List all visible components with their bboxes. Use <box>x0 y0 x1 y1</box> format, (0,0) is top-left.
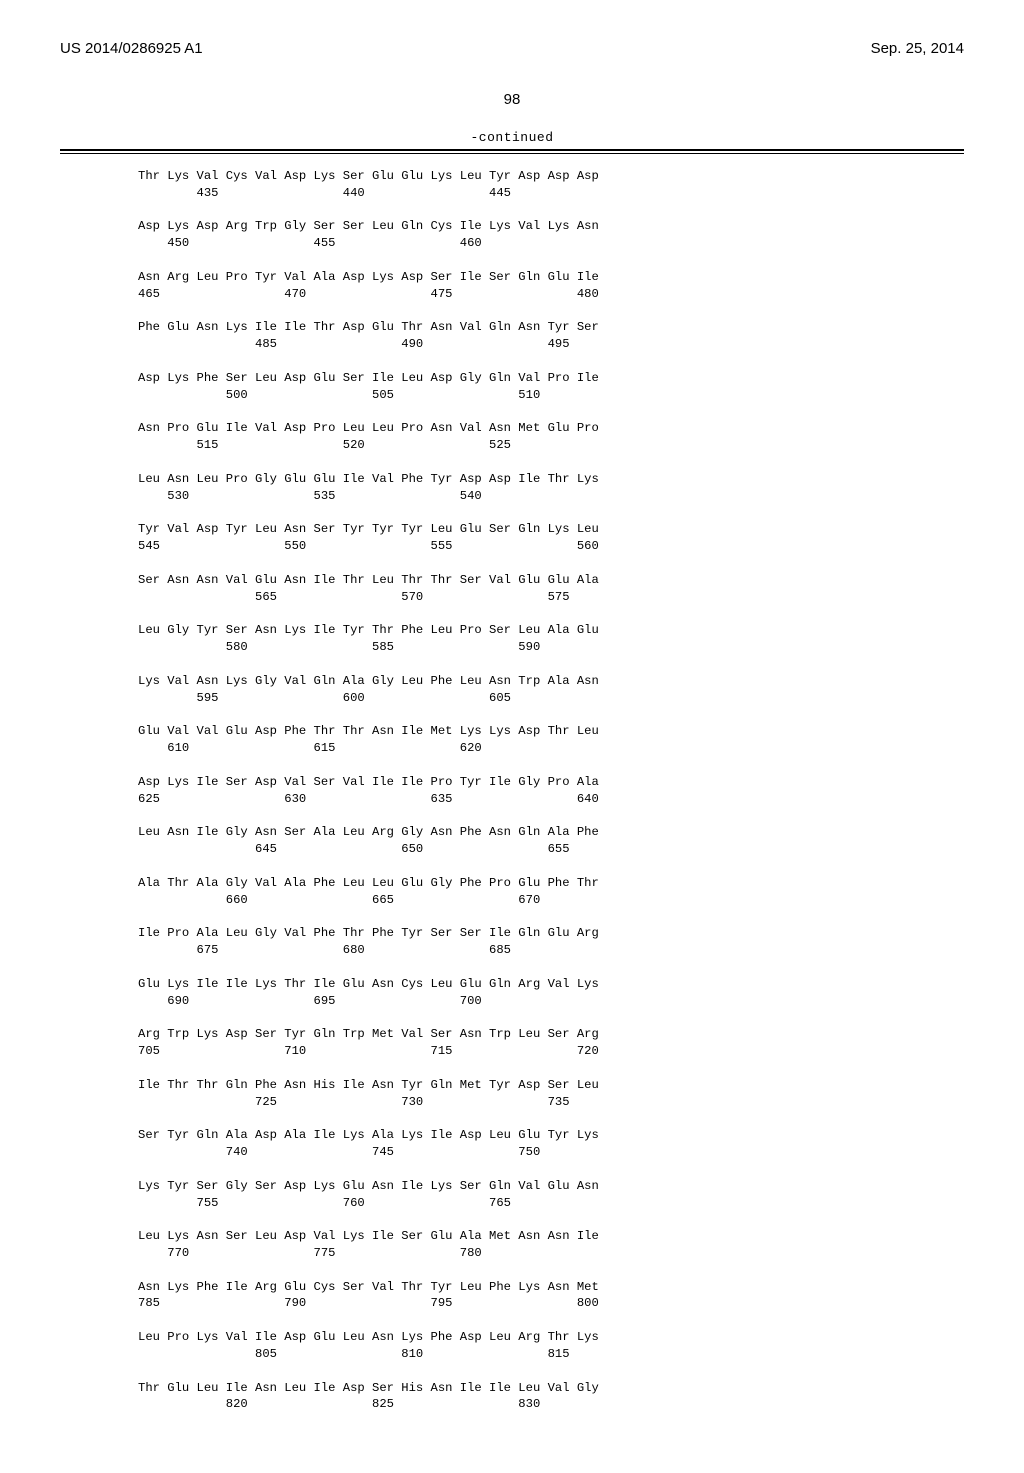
rule-top <box>60 149 964 151</box>
sequence-listing: Thr Lys Val Cys Val Asp Lys Ser Glu Glu … <box>138 168 964 1413</box>
page: US 2014/0286925 A1 Sep. 25, 2014 98 -con… <box>0 0 1024 1473</box>
patent-number: US 2014/0286925 A1 <box>60 40 203 57</box>
header-row: US 2014/0286925 A1 Sep. 25, 2014 <box>60 40 964 57</box>
page-number: 98 <box>60 91 964 108</box>
rule-thin <box>60 153 964 154</box>
publication-date: Sep. 25, 2014 <box>871 40 964 57</box>
continued-label: -continued <box>60 130 964 145</box>
